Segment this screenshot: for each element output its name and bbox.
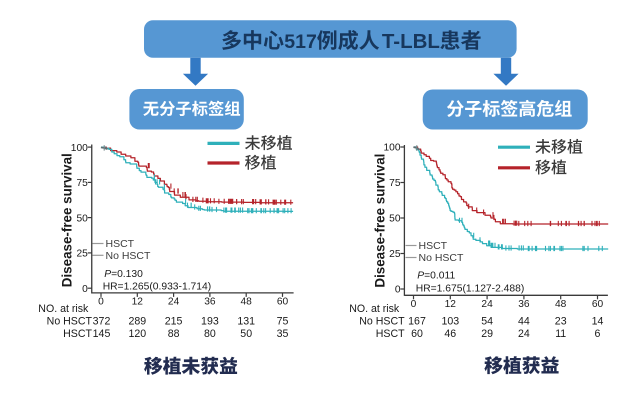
svg-text:12: 12 — [445, 299, 457, 310]
svg-text:HSCT: HSCT — [419, 240, 448, 252]
svg-text:50: 50 — [389, 214, 401, 225]
svg-text:48: 48 — [555, 299, 567, 310]
svg-text:24: 24 — [168, 296, 180, 307]
svg-text:75: 75 — [76, 178, 88, 189]
svg-text:120: 120 — [128, 328, 146, 340]
svg-text:HSCT: HSCT — [106, 238, 135, 250]
svg-text:517: 517 — [284, 31, 317, 53]
svg-text:12: 12 — [132, 296, 144, 307]
svg-text:88: 88 — [168, 328, 180, 340]
svg-text:25: 25 — [389, 249, 401, 260]
svg-text:372: 372 — [93, 316, 111, 328]
svg-text:HSCT: HSCT — [376, 328, 405, 340]
svg-text:145: 145 — [93, 328, 111, 340]
svg-text:50: 50 — [76, 213, 88, 224]
svg-text:60: 60 — [277, 296, 289, 307]
svg-text:100: 100 — [71, 143, 88, 154]
svg-text:0: 0 — [411, 299, 417, 310]
svg-text:NO. at risk: NO. at risk — [38, 303, 89, 315]
svg-text:103: 103 — [441, 316, 459, 328]
svg-text:HR=1.675(1.127-2.488): HR=1.675(1.127-2.488) — [416, 283, 524, 294]
svg-text:80: 80 — [204, 328, 216, 340]
svg-text:HR=1.265(0.933-1.714): HR=1.265(0.933-1.714) — [103, 281, 211, 292]
svg-text:24: 24 — [518, 328, 530, 340]
svg-text:23: 23 — [555, 316, 567, 328]
svg-text:Disease-free survival: Disease-free survival — [59, 153, 74, 287]
svg-text:75: 75 — [389, 178, 401, 189]
svg-text:100: 100 — [384, 143, 401, 154]
svg-text:75: 75 — [277, 316, 289, 328]
svg-text:60: 60 — [411, 328, 423, 340]
svg-text:54: 54 — [481, 316, 493, 328]
svg-text:Disease-free survival: Disease-free survival — [373, 154, 388, 288]
svg-text:NO. at risk: NO. at risk — [349, 303, 400, 315]
svg-text:No HSCT: No HSCT — [359, 316, 405, 328]
svg-text:0: 0 — [82, 284, 88, 295]
svg-text:0: 0 — [395, 285, 401, 296]
svg-text:60: 60 — [592, 299, 604, 310]
svg-text:44: 44 — [518, 316, 530, 328]
svg-text:131: 131 — [237, 316, 255, 328]
svg-text:24: 24 — [481, 299, 493, 310]
svg-text:P=0.130: P=0.130 — [104, 269, 143, 280]
svg-text:6: 6 — [595, 328, 601, 340]
svg-text:289: 289 — [128, 316, 146, 328]
svg-text:P=0.011: P=0.011 — [417, 270, 455, 281]
svg-text:50: 50 — [240, 328, 252, 340]
svg-text:14: 14 — [592, 316, 604, 328]
svg-text:T-LBL: T-LBL — [382, 30, 440, 53]
svg-text:215: 215 — [165, 316, 183, 328]
svg-text:29: 29 — [481, 328, 493, 340]
svg-text:36: 36 — [204, 296, 216, 307]
svg-text:48: 48 — [241, 296, 253, 307]
svg-text:No HSCT: No HSCT — [419, 252, 465, 264]
svg-text:0: 0 — [98, 296, 104, 307]
svg-text:HSCT: HSCT — [63, 328, 92, 340]
svg-text:36: 36 — [518, 299, 530, 310]
svg-text:193: 193 — [201, 316, 219, 328]
svg-text:No HSCT: No HSCT — [47, 316, 93, 328]
svg-text:No HSCT: No HSCT — [106, 250, 152, 262]
svg-text:11: 11 — [555, 328, 566, 340]
svg-text:35: 35 — [277, 328, 289, 340]
svg-text:167: 167 — [408, 316, 426, 328]
svg-text:46: 46 — [444, 328, 456, 340]
svg-text:25: 25 — [76, 249, 88, 260]
